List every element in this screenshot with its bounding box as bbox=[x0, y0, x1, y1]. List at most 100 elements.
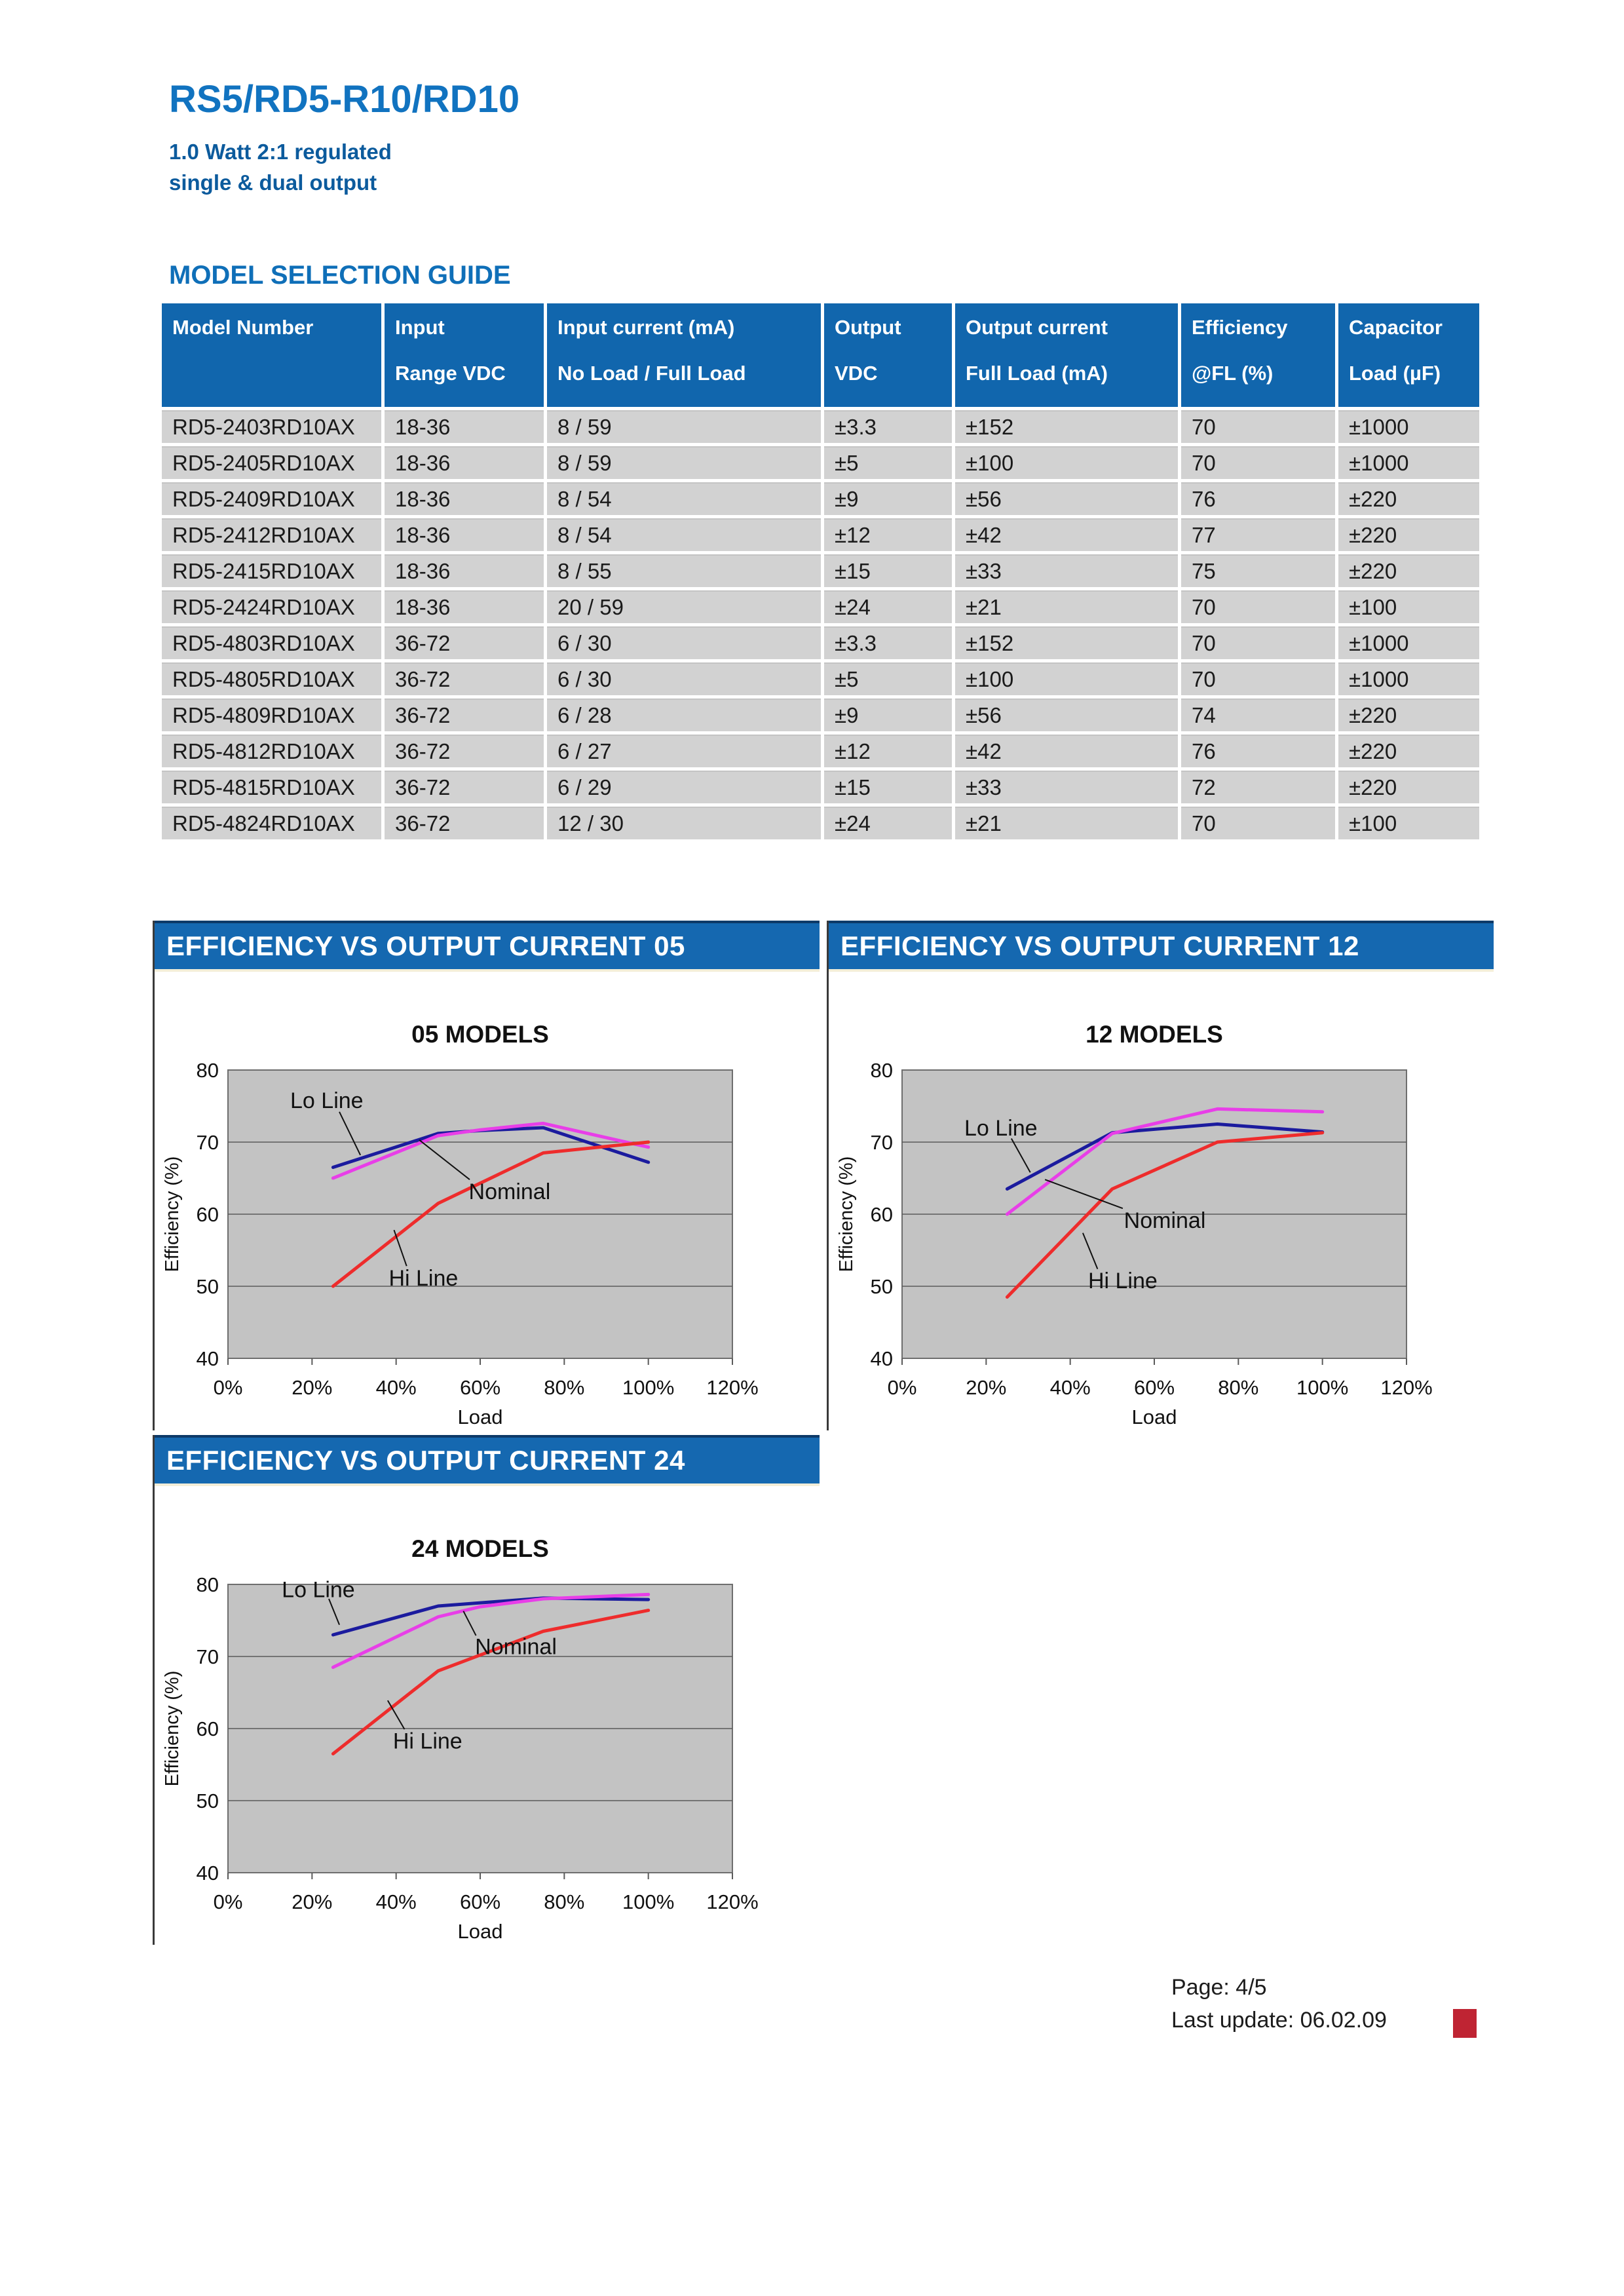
table-header: Model Number Input Range VDC Input current … bbox=[162, 303, 1479, 407]
chart-title: 24 MODELS bbox=[411, 1535, 549, 1562]
table-cell: RD5-4809RD10AX bbox=[162, 698, 381, 731]
column-header-capacitor: Capacitor Load (µF) bbox=[1338, 303, 1479, 407]
table-cell: 36-72 bbox=[385, 807, 544, 839]
table-cell: RD5-2412RD10AX bbox=[162, 518, 381, 551]
table-cell: 18-36 bbox=[385, 554, 544, 587]
footer-red-square bbox=[1453, 2009, 1477, 2038]
lo-line-leader-line bbox=[328, 1598, 340, 1625]
table-cell: 76 bbox=[1181, 735, 1335, 767]
table-row-rd5-4815rd10ax: RD5-4815RD10AX 36-72 6 / 29 ±15 ±33 72 ±220 bbox=[162, 771, 1479, 803]
table-cell: 70 bbox=[1181, 626, 1335, 659]
footer-last-update: Last update: 06.02.09 bbox=[1171, 2008, 1387, 2033]
table-cell: ±21 bbox=[955, 590, 1178, 623]
table-cell: 6 / 27 bbox=[547, 735, 821, 767]
table-row-rd5-4803rd10ax: RD5-4803RD10AX 36-72 6 / 30 ±3.3 ±152 70 ±1000 bbox=[162, 626, 1479, 659]
table-cell: ±21 bbox=[955, 807, 1178, 839]
nominal-label: Nominal bbox=[469, 1179, 551, 1204]
y-tick-label: 60 bbox=[197, 1203, 219, 1226]
table-cell: 18-36 bbox=[385, 410, 544, 443]
column-header-efficiency: Efficiency @FL (%) bbox=[1181, 303, 1335, 407]
chart-header-24: EFFICIENCY VS OUTPUT CURRENT 24 bbox=[155, 1435, 820, 1486]
nominal-leader-line bbox=[1044, 1179, 1124, 1210]
table-cell: ±9 bbox=[824, 482, 952, 515]
table-cell: ±56 bbox=[955, 698, 1178, 731]
chart-section-efficiency-12: EFFICIENCY VS OUTPUT CURRENT 12 12 MODEL… bbox=[827, 921, 1494, 1430]
table-cell: ±42 bbox=[955, 518, 1178, 551]
table-cell: 72 bbox=[1181, 771, 1335, 803]
x-tick-label: 0% bbox=[888, 1376, 917, 1399]
column-header-line-2: VDC bbox=[835, 362, 878, 385]
table-cell: ±3.3 bbox=[824, 410, 952, 443]
table-cell: 70 bbox=[1181, 410, 1335, 443]
nominal-leader-line bbox=[419, 1139, 470, 1180]
column-header-line-2: @FL (%) bbox=[1192, 362, 1274, 385]
table-cell: 36-72 bbox=[385, 662, 544, 695]
hi-line-label: Hi Line bbox=[1088, 1269, 1158, 1293]
column-header-input: Input Range VDC bbox=[385, 303, 544, 407]
table-cell: 70 bbox=[1181, 590, 1335, 623]
table-cell: ±12 bbox=[824, 518, 952, 551]
x-tick-label: 80% bbox=[544, 1890, 584, 1913]
table-row-rd5-2409rd10ax: RD5-2409RD10AX 18-36 8 / 54 ±9 ±56 76 ±220 bbox=[162, 482, 1479, 515]
table-cell: ±3.3 bbox=[824, 626, 952, 659]
table-cell: RD5-2403RD10AX bbox=[162, 410, 381, 443]
table-cell: RD5-4805RD10AX bbox=[162, 662, 381, 695]
chart-title: 05 MODELS bbox=[411, 1021, 549, 1048]
footer-page-number: Page: 4/5 bbox=[1171, 1975, 1267, 2000]
y-tick-label: 40 bbox=[197, 1862, 219, 1885]
table-cell: ±1000 bbox=[1338, 626, 1479, 659]
table-row-rd5-2412rd10ax: RD5-2412RD10AX 18-36 8 / 54 ±12 ±42 77 ±220 bbox=[162, 518, 1479, 551]
table-cell: RD5-2424RD10AX bbox=[162, 590, 381, 623]
hi-line-label: Hi Line bbox=[393, 1729, 463, 1754]
table-cell: 6 / 28 bbox=[547, 698, 821, 731]
table-row-rd5-4809rd10ax: RD5-4809RD10AX 36-72 6 / 28 ±9 ±56 74 ±220 bbox=[162, 698, 1479, 731]
chart-efficiency-vs-output-current-05: 05 MODELS 40 50 60 70 80 0% 20% 40% 60% 80% 100% 120… bbox=[155, 972, 820, 1430]
table-row-rd5-2403rd10ax: RD5-2403RD10AX 18-36 8 / 59 ±3.3 ±152 70 ±1000 bbox=[162, 410, 1479, 443]
x-axis-title: Load bbox=[458, 1920, 503, 1943]
y-tick-label: 80 bbox=[197, 1059, 219, 1082]
table-cell: ±5 bbox=[824, 662, 952, 695]
x-tick-label: 20% bbox=[292, 1376, 332, 1399]
hi-line-leader-line bbox=[1082, 1233, 1099, 1269]
nominal-series bbox=[331, 1121, 651, 1180]
nominal-label: Nominal bbox=[1124, 1208, 1206, 1233]
chart-title: 12 MODELS bbox=[1086, 1021, 1223, 1048]
x-tick-label: 100% bbox=[622, 1376, 674, 1399]
table-cell: ±33 bbox=[955, 554, 1178, 587]
table-cell: 8 / 54 bbox=[547, 482, 821, 515]
table-cell: RD5-2409RD10AX bbox=[162, 482, 381, 515]
table-cell: 8 / 54 bbox=[547, 518, 821, 551]
column-header-line-1: Efficiency bbox=[1192, 316, 1288, 339]
table-cell: 18-36 bbox=[385, 590, 544, 623]
table-cell: RD5-4815RD10AX bbox=[162, 771, 381, 803]
lo-line-label: Lo Line bbox=[290, 1088, 364, 1113]
x-tick-label: 80% bbox=[544, 1376, 584, 1399]
table-cell: 6 / 30 bbox=[547, 662, 821, 695]
column-header-output-current: Output current Full Load (mA) bbox=[955, 303, 1178, 407]
table-cell: 75 bbox=[1181, 554, 1335, 587]
x-tick-label: 120% bbox=[706, 1890, 758, 1913]
x-tick-label: 100% bbox=[622, 1890, 674, 1913]
x-axis-title: Load bbox=[1132, 1406, 1177, 1428]
y-axis-title: Efficiency (%) bbox=[162, 1157, 183, 1272]
chart-efficiency-vs-output-current-12: 12 MODELS 40 50 60 70 80 0% 20% 40% 60% 80% 100% 120… bbox=[829, 972, 1494, 1430]
column-header-line-1: Model Number bbox=[172, 316, 314, 339]
y-tick-label: 50 bbox=[197, 1789, 219, 1812]
y-tick-label: 70 bbox=[197, 1131, 219, 1154]
table-header-row: Model Number Input Range VDC Input current … bbox=[162, 303, 1479, 407]
table-cell: 70 bbox=[1181, 662, 1335, 695]
x-tick-label: 120% bbox=[1380, 1376, 1432, 1399]
x-tick-label: 40% bbox=[376, 1890, 417, 1913]
x-tick-label: 20% bbox=[966, 1376, 1006, 1399]
y-tick-label: 40 bbox=[197, 1347, 219, 1370]
x-axis-title: Load bbox=[458, 1406, 503, 1428]
table-cell: ±100 bbox=[955, 662, 1178, 695]
table-cell: ±1000 bbox=[1338, 446, 1479, 479]
chart-section-efficiency-05: EFFICIENCY VS OUTPUT CURRENT 05 05 MODEL… bbox=[153, 921, 820, 1430]
y-tick-label: 60 bbox=[197, 1717, 219, 1740]
hi-line-leader-line bbox=[393, 1229, 407, 1267]
table-cell: 18-36 bbox=[385, 518, 544, 551]
chart-efficiency-vs-output-current-24: 24 MODELS 40 50 60 70 80 0% 20% 40% 60% 80% 100% 120… bbox=[155, 1486, 820, 1945]
column-header-line-1: Input current (mA) bbox=[557, 316, 735, 339]
x-tick-label: 60% bbox=[460, 1890, 500, 1913]
